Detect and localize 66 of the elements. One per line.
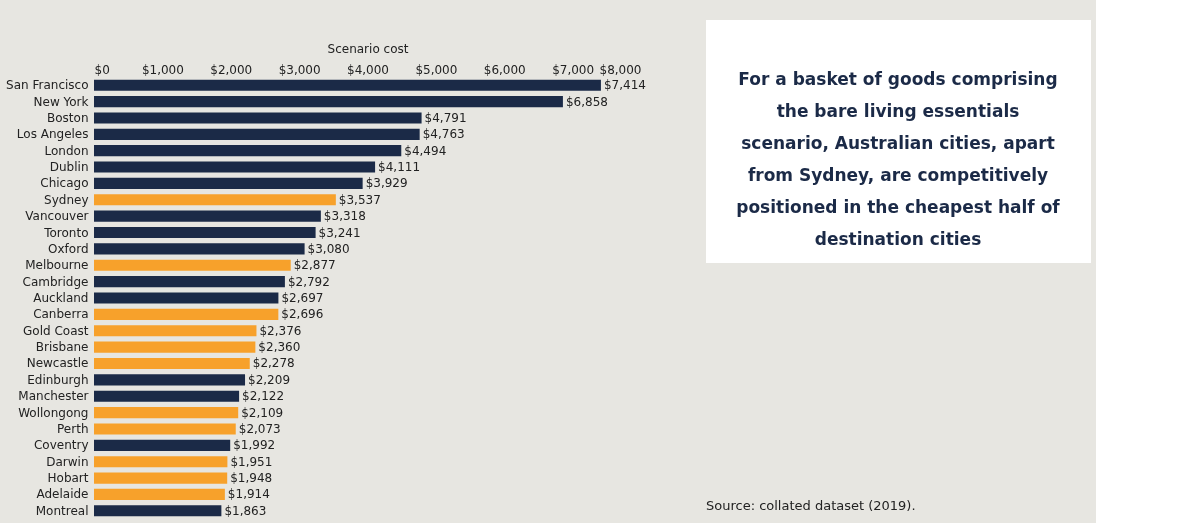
y-tick-label: Canberra <box>33 307 89 322</box>
data-label: $6,858 <box>565 94 608 109</box>
y-tick-label: Montreal <box>35 503 89 518</box>
data-label: $1,863 <box>224 503 267 518</box>
y-tick-label: Auckland <box>33 291 89 305</box>
data-label: $4,494 <box>404 143 447 158</box>
data-label: $4,111 <box>378 160 421 175</box>
data-label: $3,241 <box>318 225 361 240</box>
data-label: $1,992 <box>233 438 276 453</box>
y-tick-label: Newcastle <box>26 356 89 371</box>
data-label: $3,318 <box>323 209 366 224</box>
y-tick-label: Oxford <box>48 241 89 256</box>
data-label: $2,360 <box>258 340 301 355</box>
x-tick-label: $8,000 <box>599 62 642 77</box>
data-label: $3,929 <box>365 176 408 191</box>
data-label: $1,948 <box>230 471 273 486</box>
y-tick-label: Melbourne <box>25 258 89 273</box>
x-axis-title: Scenario cost <box>327 41 409 56</box>
y-tick-label: Adelaide <box>36 487 89 502</box>
x-tick-label: $1,000 <box>141 62 184 77</box>
data-label: $2,109 <box>241 405 284 420</box>
y-tick-label: Los Angeles <box>16 127 89 142</box>
y-tick-label: Perth <box>57 421 89 436</box>
x-tick-label: $2,000 <box>210 62 253 77</box>
data-label: $7,414 <box>603 78 646 93</box>
data-label: $2,209 <box>248 372 291 387</box>
data-label: $4,763 <box>422 127 465 142</box>
data-label: $2,278 <box>252 356 295 371</box>
x-tick-label: $5,000 <box>415 62 458 77</box>
source-note: Source: collated dataset (2019). <box>706 498 916 513</box>
data-label: $1,951 <box>230 454 273 469</box>
y-tick-label: Gold Coast <box>23 323 89 338</box>
data-label: $2,073 <box>238 421 281 436</box>
data-label: $2,376 <box>259 323 302 338</box>
y-tick-label: Manchester <box>18 389 89 404</box>
data-label: $4,791 <box>424 110 467 125</box>
y-tick-label: Coventry <box>33 438 89 453</box>
x-tick-label: $6,000 <box>483 62 526 77</box>
y-tick-label: Chicago <box>40 176 89 191</box>
x-tick-label: $4,000 <box>347 62 389 77</box>
y-tick-label: Darwin <box>46 454 89 469</box>
data-label: $2,697 <box>281 291 324 305</box>
x-tick-label: $7,000 <box>552 62 595 77</box>
data-label: $1,914 <box>227 487 270 502</box>
y-tick-label: Vancouver <box>25 209 89 224</box>
y-tick-label: Sydney <box>44 192 89 207</box>
x-tick-label: $0 <box>94 62 110 77</box>
y-tick-label: New York <box>33 94 89 109</box>
y-tick-label: Hobart <box>47 471 89 486</box>
data-label: $3,537 <box>338 192 381 207</box>
data-label: $2,792 <box>287 274 330 289</box>
data-label: $2,696 <box>281 307 324 322</box>
y-tick-label: Cambridge <box>22 274 89 289</box>
data-label: $2,122 <box>242 389 285 404</box>
text: For a basket of goods comprising the bare living essentials scenario, Australian cities, apart from Sydney, are competitively positioned in the cheapest half of destination cities <box>736 69 1061 249</box>
y-tick-label: Edinburgh <box>27 372 89 387</box>
data-label: $2,877 <box>293 258 336 273</box>
y-tick-label: London <box>44 143 89 158</box>
x-tick-label: $3,000 <box>278 62 321 77</box>
y-tick-label: Wollongong <box>18 405 89 420</box>
y-tick-label: Toronto <box>43 225 89 240</box>
y-tick-label: Dublin <box>49 160 89 175</box>
y-tick-label: San Francisco <box>6 78 89 93</box>
y-tick-label: Brisbane <box>35 340 89 355</box>
y-tick-label: Boston <box>47 110 89 125</box>
data-label: $3,080 <box>307 241 350 256</box>
